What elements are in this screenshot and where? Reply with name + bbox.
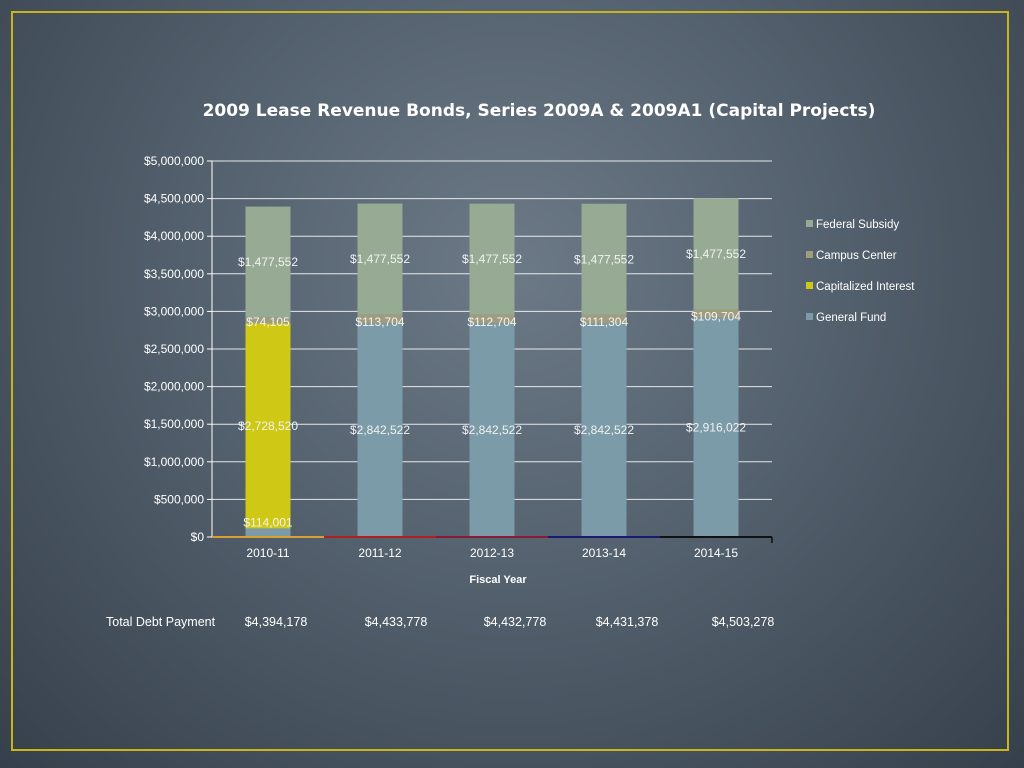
data-label: $74,105 [246,315,290,329]
bar-segment-campus-center [581,314,627,324]
bar-segment-federal-subsidy [581,203,627,315]
x-tick-label: 2014-15 [694,546,738,560]
data-label: $1,477,552 [574,252,634,266]
total-debt-payment-value: $4,432,778 [484,615,547,629]
bar-segment-campus-center [693,309,739,318]
y-tick-label: $4,500,000 [144,192,204,206]
total-debt-payment-value: $4,431,378 [596,615,659,629]
x-tick-label: 2010-11 [246,546,289,560]
legend-swatch [806,251,813,258]
legend-entry: Capitalized Interest [816,281,915,293]
y-tick-label: $2,500,000 [144,342,204,356]
y-tick-label: $500,000 [154,492,204,506]
bar-segment-campus-center [245,317,291,324]
data-label: $113,704 [355,315,404,329]
y-tick-label: $0 [191,530,205,544]
data-label: $109,704 [691,310,741,324]
bar-segment-federal-subsidy [357,203,403,315]
bar-segment-federal-subsidy [469,203,515,315]
data-label: $1,477,552 [462,252,522,266]
legend: Federal Subsidy Campus Center Capitalized … [806,219,915,324]
x-axis-ticks: 2010-11 2011-12 2012-13 2013-14 2014-15 [246,546,738,560]
bar-segment-general-fund [693,317,739,537]
bar-segment-campus-center [469,314,515,324]
y-tick-label: $5,000,000 [144,154,204,168]
bar-segment-campus-center [357,314,403,324]
bar-segment-federal-subsidy [245,206,291,318]
y-tick-label: $4,000,000 [144,229,204,243]
y-tick-label: $3,000,000 [144,304,204,318]
x-axis-title: Fiscal Year [469,574,527,586]
x-tick-label: 2012-13 [470,546,514,560]
data-label: $114,001 [243,515,292,529]
bar-segment-general-fund [581,323,627,537]
bar-segment-general-fund [469,323,515,537]
bar-segment-federal-subsidy [693,198,739,310]
y-tick-label: $3,500,000 [144,267,204,281]
baseline [212,536,773,543]
data-labels: $114,001 $2,728,520 $74,105 $1,477,552 $2,84… [238,247,746,530]
data-label: $2,728,520 [238,419,298,433]
data-label: $2,842,522 [462,423,522,437]
x-tick-label: 2011-12 [358,546,401,560]
y-tick-label: $2,000,000 [144,380,204,394]
bar-segment-general-fund [357,323,403,537]
total-debt-payment-value: $4,433,778 [365,615,428,629]
data-label: $1,477,552 [350,252,410,266]
total-debt-payment-values: $4,394,178 $4,433,778 $4,432,778 $4,431,378… [245,615,775,629]
legend-swatch [806,282,813,289]
gridlines [212,160,772,500]
data-label: $112,704 [467,315,516,329]
x-tick-label: 2013-14 [582,546,626,560]
y-tick-label: $1,000,000 [144,455,204,469]
data-label: $2,842,522 [574,423,634,437]
data-label: $111,304 [580,315,629,329]
y-tick-label: $1,500,000 [144,417,204,431]
bar-segment-general-fund [245,528,291,537]
total-debt-payment-value: $4,394,178 [245,615,308,629]
bar-segment-capitalized-interest [245,323,291,529]
bars [245,198,739,537]
legend-entry: Federal Subsidy [816,219,899,231]
data-label: $2,916,022 [686,420,746,434]
slide-frame [11,11,1009,751]
data-label: $1,477,552 [238,255,298,269]
legend-swatch [806,220,813,227]
y-axis-ticks: $0 $500,000 $1,000,000 $1,500,000 $2,000,000… [144,154,213,544]
legend-entry: Campus Center [816,250,897,262]
data-label: $2,842,522 [350,423,410,437]
chart-title: 2009 Lease Revenue Bonds, Series 2009A &… [203,101,876,121]
total-debt-payment-value: $4,503,278 [712,615,775,629]
legend-swatch [806,313,813,320]
total-debt-payment-label: Total Debt Payment [106,615,216,629]
legend-entry: General Fund [816,312,886,324]
data-label: $1,477,552 [686,247,746,261]
